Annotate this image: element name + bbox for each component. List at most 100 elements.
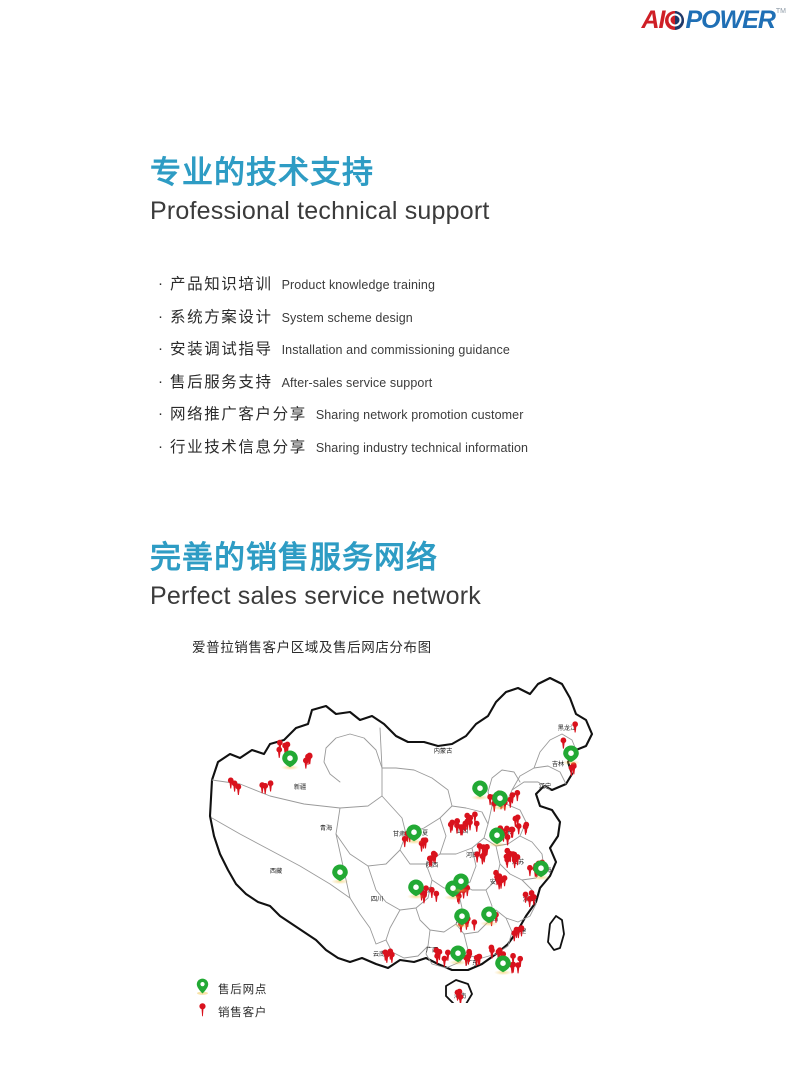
map-pin-red-icon (463, 954, 469, 966)
section-title-cn: 完善的销售服务网络 (150, 540, 438, 575)
map-pin-red-icon (572, 721, 578, 733)
bullet-label-en: Sharing industry technical information (315, 440, 529, 455)
province-label: 吉林 (552, 760, 564, 768)
map-pin-green-icon (453, 908, 471, 929)
map-pin-red-icon (227, 777, 234, 789)
map-pin-red-icon (429, 886, 435, 899)
map-pin-red-icon (510, 953, 516, 965)
province-label: 西藏 (270, 867, 282, 875)
legend-label: 销售客户 (218, 1006, 268, 1019)
bullet-label-en: After-sales service support (281, 375, 433, 390)
map-caption: 爱普拉销售客户区域及售后网店分布图 (192, 640, 432, 655)
map-pin-green-icon (281, 750, 299, 771)
map-pin-red-icon (457, 993, 464, 1003)
list-item: · 售后服务支持 After-sales service support (158, 370, 528, 392)
map-pin-red-icon (420, 837, 427, 849)
bullet-label-cn: 网络推广客户分享 (170, 406, 307, 423)
map-pin-red-icon (528, 890, 535, 902)
map-pin-red-icon (384, 951, 390, 963)
bullet-label-en: System scheme design (281, 310, 413, 325)
map-legend: 售后网点 销售客户 (194, 978, 267, 1025)
map-pin-red-icon (501, 875, 508, 887)
map-pin-red-icon (498, 877, 504, 889)
province-label: 广西 (426, 946, 438, 954)
map-pin-red-icon (423, 885, 429, 897)
map-pin-green-icon (331, 864, 349, 885)
map-pin-red-icon (473, 820, 480, 832)
map-pin-green-icon (480, 906, 498, 927)
map-pin-red-icon (389, 951, 395, 963)
province-label: 云南 (373, 950, 385, 958)
bullet-label-cn: 售后服务支持 (170, 373, 273, 391)
map-pin-green-icon (491, 790, 509, 811)
legend-item-customers: 销售客户 (194, 1002, 267, 1021)
distribution-map-block: 爱普拉销售客户区域及售后网店分布图 (150, 636, 670, 1036)
service-bullet-list: · 产品知识培训 Product knowledge training · 系统… (158, 272, 528, 467)
bullet-label-en: Product knowledge training (281, 278, 435, 292)
legend-item-outlets: 售后网点 (194, 978, 267, 1000)
map-pin-green-icon (494, 955, 512, 976)
map-pin-red-icon (560, 737, 567, 749)
list-item: · 网络推广客户分享 Sharing network promotion cus… (158, 402, 528, 424)
map-pin-red-icon (513, 926, 520, 938)
map-pin-red-icon (509, 792, 516, 804)
map-pin-green-icon (194, 978, 210, 1000)
province-label: 四川 (371, 896, 383, 903)
map-pin-red-icon (432, 851, 438, 864)
bullet-dot-icon: · (158, 372, 163, 390)
brand-logo: AI POWER TM (641, 7, 786, 33)
list-item: · 产品知识培训 Product knowledge training (158, 272, 528, 294)
section-sales-network: 完善的销售服务网络 Perfect sales service network (150, 540, 481, 612)
map-pin-red-icon (510, 961, 517, 973)
bullet-label-cn: 系统方案设计 (170, 308, 273, 326)
map-pin-red-icon (517, 955, 524, 967)
map-pin-red-icon (401, 835, 408, 848)
map-pin-red-icon (503, 853, 510, 865)
map-pin-green-icon (407, 879, 425, 900)
map-pin-green-icon (449, 945, 467, 966)
map-pin-red-icon (494, 873, 500, 886)
map-pin-red-icon (522, 891, 529, 903)
logo-text-ai: AI (641, 5, 665, 34)
province-label: 宁夏 (416, 829, 428, 837)
map-pin-red-icon (474, 851, 480, 863)
map-pin-red-icon (284, 741, 291, 753)
map-pin-red-icon (235, 783, 242, 795)
list-item: · 行业技术信息分享 Sharing industry technical in… (158, 435, 528, 457)
map-pin-green-icon (488, 827, 506, 848)
bullet-label-en: Sharing network promotion customer (315, 408, 524, 422)
bullet-dot-icon: · (158, 340, 163, 357)
bullet-dot-icon: · (158, 437, 163, 455)
map-pin-red-icon (514, 814, 521, 826)
circle-split-icon (665, 10, 685, 30)
province-label: 河南 (466, 851, 478, 859)
map-pin-red-icon (511, 851, 518, 863)
map-pin-red-icon (488, 944, 495, 956)
list-item: · 系统方案设计 System scheme design (158, 305, 528, 327)
map-pin-red-icon (454, 822, 460, 834)
map-pin-red-icon (194, 1001, 210, 1023)
map-pin-green-icon (532, 860, 550, 881)
logo-text-power: POWER (685, 5, 775, 34)
map-pin-red-icon (466, 950, 473, 962)
bullet-label-cn: 安装调试指导 (170, 341, 273, 358)
map-pin-red-icon (306, 753, 313, 765)
map-pin-red-icon (464, 818, 471, 830)
trademark-icon: TM (775, 8, 786, 15)
map-pin-green-icon (452, 873, 470, 894)
map-pin-red-icon (476, 953, 483, 965)
bullet-label-cn: 行业技术信息分享 (170, 438, 307, 456)
section-title-en: Perfect sales service network (150, 581, 481, 610)
map-pin-red-icon (487, 794, 493, 806)
bullet-dot-icon: · (158, 405, 163, 422)
map-pin-red-icon (458, 824, 464, 836)
map-pin-red-icon (472, 811, 478, 823)
map-pin-red-icon (508, 826, 515, 838)
map-pin-red-icon (267, 780, 274, 792)
map-pin-red-icon (447, 821, 454, 833)
bullet-dot-icon: · (158, 275, 163, 292)
province-label: 广东 (466, 959, 478, 967)
province-label: 新疆 (294, 783, 306, 791)
map-pin-green-icon (562, 745, 580, 766)
